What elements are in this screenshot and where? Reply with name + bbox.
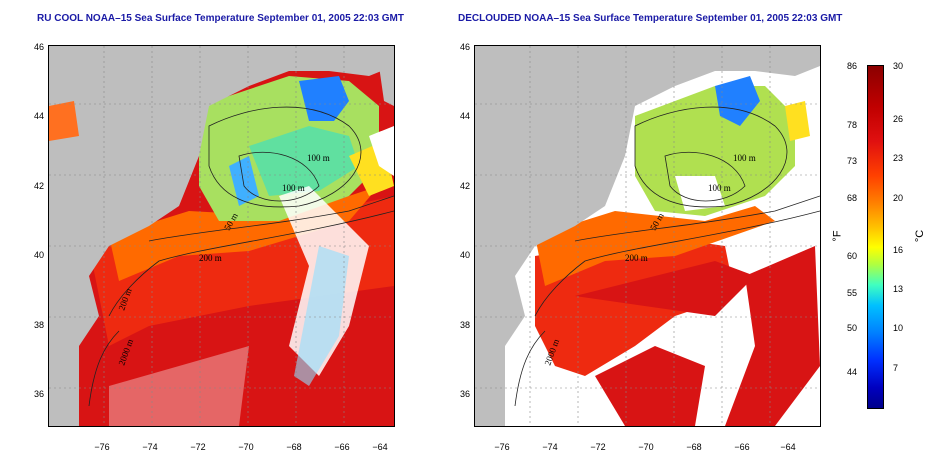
bathymetry-contours — [514, 106, 820, 407]
contour-label-100m-b: 100 m — [708, 183, 731, 193]
celsius-tick: 7 — [893, 363, 899, 373]
lon-tick-left: −66 — [334, 442, 350, 452]
fahrenheit-tick: 44 — [846, 367, 857, 377]
cloud-east — [369, 126, 394, 176]
lon-tick-right: −72 — [590, 442, 606, 452]
fahrenheit-tick: 86 — [846, 61, 857, 71]
land-mass — [49, 46, 394, 426]
lon-tick-left: −74 — [142, 442, 158, 452]
lon-tick-left: −70 — [238, 442, 254, 452]
declouded-sst-map: 100 m 100 m 50 m 200 m 2000 m — [474, 45, 821, 427]
lon-tick-right: −74 — [542, 442, 558, 452]
right-map-title: DECLOUDED NOAA–15 Sea Surface Temperatur… — [458, 13, 843, 24]
fahrenheit-tick: 73 — [846, 156, 857, 166]
lat-tick-right: 44 — [459, 111, 470, 121]
celsius-tick: 23 — [893, 153, 904, 163]
lat-tick-left: 42 — [33, 181, 44, 191]
contour-label-100m-a: 100 m — [733, 153, 756, 163]
lon-tick-left: −76 — [94, 442, 110, 452]
lat-tick-right: 36 — [459, 389, 470, 399]
celsius-tick: 20 — [893, 193, 904, 203]
lon-tick-left: −68 — [286, 442, 302, 452]
coastal-warm-patch — [49, 101, 79, 141]
fahrenheit-tick: 55 — [846, 288, 857, 298]
yellow-patch — [785, 101, 810, 141]
lon-tick-right: −64 — [780, 442, 796, 452]
lat-tick-right: 40 — [459, 250, 470, 260]
left-map-title: RU COOL NOAA–15 Sea Surface Temperature … — [37, 13, 404, 24]
land-mass — [475, 46, 820, 426]
warm-patch-4 — [725, 246, 820, 426]
warm-patch-3 — [595, 346, 705, 426]
contour-label-200m: 200 m — [199, 253, 222, 263]
warm-patch-2 — [575, 261, 755, 316]
lon-tick-right: −68 — [686, 442, 702, 452]
cloud-streak-2 — [294, 246, 349, 386]
fahrenheit-tick: 60 — [846, 251, 857, 261]
bathymetry-contours — [88, 106, 394, 407]
lon-tick-left: −64 — [372, 442, 388, 452]
fahrenheit-unit-label: °F — [831, 230, 844, 242]
speckle-cloud — [109, 346, 249, 426]
nova-scotia-land — [379, 61, 394, 106]
celsius-tick: 16 — [893, 245, 904, 255]
celsius-tick: 26 — [893, 114, 904, 124]
gulf-maine-cool — [635, 86, 795, 216]
lat-tick-left: 38 — [33, 320, 44, 330]
fahrenheit-tick: 78 — [846, 120, 857, 130]
lon-tick-right: −66 — [734, 442, 750, 452]
lat-tick-left: 36 — [33, 389, 44, 399]
contour-label-100m-a: 100 m — [307, 153, 330, 163]
cold-patch — [715, 76, 760, 126]
fahrenheit-tick: 50 — [846, 323, 857, 333]
lat-tick-right: 42 — [459, 181, 470, 191]
celsius-tick: 13 — [893, 284, 904, 294]
raw-sst-map-graphic: 100 m 100 m 50 m 200 m 200 m 2000 m — [49, 46, 394, 426]
celsius-tick: 10 — [893, 323, 904, 333]
lat-tick-left: 46 — [33, 42, 44, 52]
lat-tick-left: 40 — [33, 250, 44, 260]
celsius-unit-label: °C — [914, 229, 927, 243]
lat-tick-left: 44 — [33, 111, 44, 121]
lat-tick-right: 38 — [459, 320, 470, 330]
cooler-patch — [249, 126, 359, 196]
lon-tick-right: −76 — [494, 442, 510, 452]
graticule — [475, 46, 820, 426]
fahrenheit-tick: 68 — [846, 193, 857, 203]
clear-gap — [675, 176, 725, 211]
contour-label-200m: 200 m — [625, 253, 648, 263]
lat-tick-right: 46 — [459, 42, 470, 52]
celsius-tick: 30 — [893, 61, 904, 71]
graticule — [49, 46, 394, 426]
temperature-colorbar — [867, 65, 884, 409]
lon-tick-left: −72 — [190, 442, 206, 452]
contour-label-100m-b: 100 m — [282, 183, 305, 193]
lon-tick-right: −70 — [638, 442, 654, 452]
declouded-sst-map-graphic: 100 m 100 m 50 m 200 m 2000 m — [475, 46, 820, 426]
raw-sst-map: 100 m 100 m 50 m 200 m 200 m 2000 m — [48, 45, 395, 427]
